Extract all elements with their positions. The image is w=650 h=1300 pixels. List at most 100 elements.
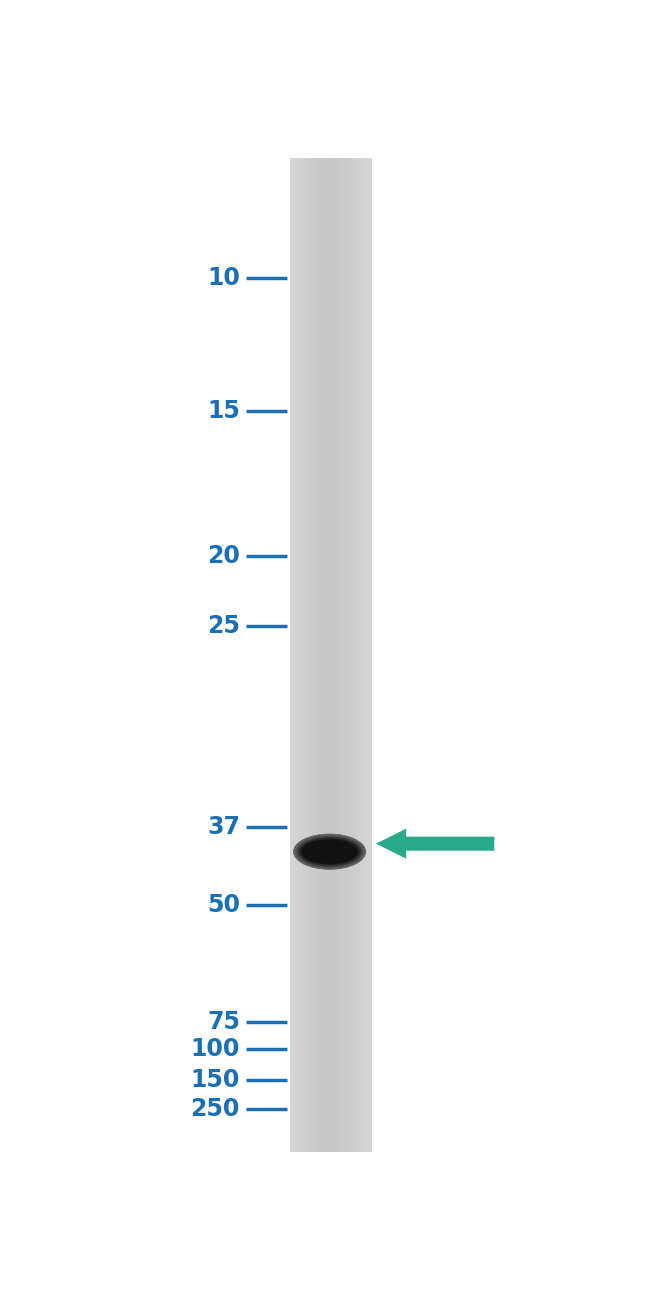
Bar [348,159,350,1152]
Text: 100: 100 [190,1037,240,1061]
Ellipse shape [295,835,364,868]
Text: 15: 15 [207,399,240,424]
Bar [306,159,307,1152]
Bar [305,159,307,1152]
Ellipse shape [297,836,362,867]
Bar [310,159,312,1152]
Ellipse shape [296,836,363,867]
Bar [303,159,305,1152]
Bar [322,159,323,1152]
Bar [367,159,368,1152]
Bar [339,159,341,1152]
Bar [317,159,318,1152]
Bar [331,159,332,1152]
Bar [354,159,356,1152]
Bar [332,159,333,1152]
Ellipse shape [302,840,358,863]
Bar [295,159,296,1152]
Bar [311,159,313,1152]
Ellipse shape [294,835,365,870]
Bar [337,159,338,1152]
Ellipse shape [299,837,361,866]
Ellipse shape [294,835,365,868]
Ellipse shape [300,838,359,864]
Bar [324,159,325,1152]
Ellipse shape [298,837,361,866]
Bar [367,159,369,1152]
Bar [362,159,364,1152]
Bar [290,159,291,1152]
Text: 10: 10 [207,266,240,290]
Ellipse shape [296,836,363,867]
Bar [300,159,302,1152]
Bar [308,159,309,1152]
Bar [347,159,348,1152]
Bar [315,159,317,1152]
Ellipse shape [293,833,366,870]
Ellipse shape [296,836,363,868]
Bar [328,159,330,1152]
Bar [358,159,359,1152]
Bar [328,159,329,1152]
Ellipse shape [296,836,363,868]
Bar [343,159,344,1152]
Bar [369,159,370,1152]
Bar [312,159,314,1152]
Bar [351,159,352,1152]
Ellipse shape [294,835,365,868]
Ellipse shape [297,837,362,867]
Ellipse shape [300,838,360,866]
Text: 75: 75 [207,1010,240,1034]
Ellipse shape [302,840,357,863]
Text: 25: 25 [207,615,240,638]
Bar [340,159,341,1152]
Ellipse shape [294,835,365,868]
Bar [322,159,324,1152]
Bar [356,159,358,1152]
Ellipse shape [293,833,366,870]
Bar [297,159,298,1152]
Bar [346,159,348,1152]
Text: 250: 250 [190,1097,240,1121]
Bar [315,159,316,1152]
Bar [370,159,372,1152]
Ellipse shape [296,836,363,867]
Bar [324,159,326,1152]
Text: 150: 150 [190,1067,240,1092]
Bar [364,159,366,1152]
Bar [335,159,337,1152]
Ellipse shape [295,835,364,868]
Text: 50: 50 [207,893,240,916]
Ellipse shape [300,838,359,864]
Bar [341,159,343,1152]
Bar [298,159,300,1152]
Bar [304,159,306,1152]
Ellipse shape [300,838,359,864]
Bar [363,159,365,1152]
FancyArrow shape [376,828,494,859]
Bar [326,159,328,1152]
Ellipse shape [298,837,361,867]
Ellipse shape [301,838,358,864]
Ellipse shape [298,837,361,867]
Ellipse shape [294,835,366,870]
Bar [313,159,315,1152]
Text: 20: 20 [207,545,240,568]
Ellipse shape [300,838,359,864]
Ellipse shape [302,840,358,863]
Bar [307,159,309,1152]
Bar [309,159,311,1152]
Bar [291,159,292,1152]
Ellipse shape [302,840,358,865]
Ellipse shape [299,838,360,866]
Ellipse shape [297,836,362,867]
Bar [299,159,300,1152]
Bar [361,159,363,1152]
Bar [318,159,320,1152]
Bar [317,159,319,1152]
Bar [357,159,359,1152]
Ellipse shape [301,840,358,865]
Ellipse shape [295,836,364,868]
Ellipse shape [298,837,361,866]
Bar [301,159,302,1152]
